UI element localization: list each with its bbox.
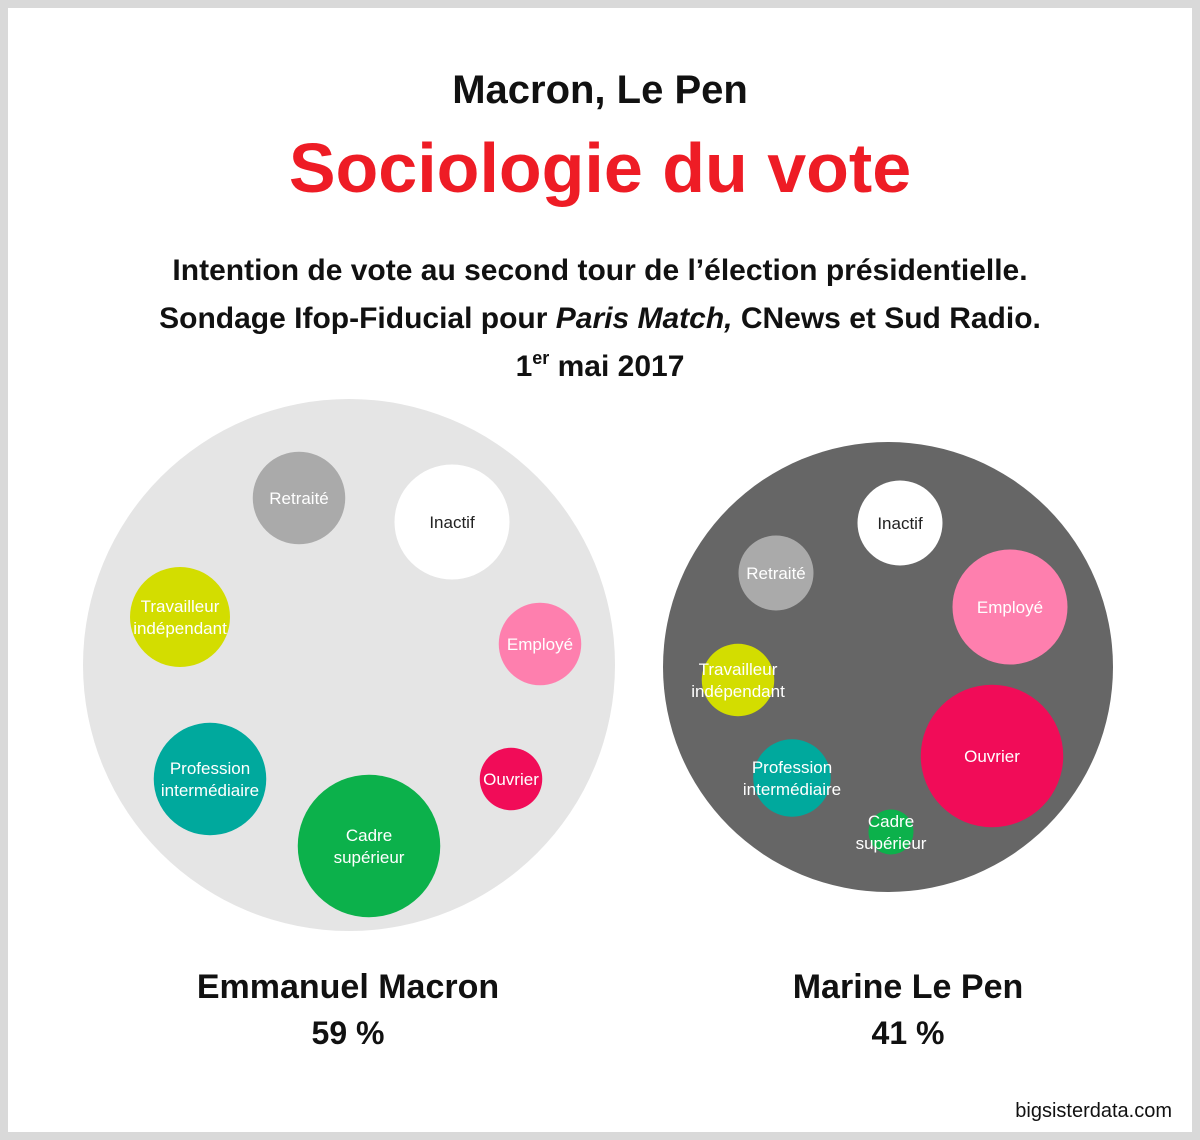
bubble-macron-travailleur-independant bbox=[130, 567, 230, 667]
bubble-label-lepen-travailleur-independant: Travailleur indépendant bbox=[691, 660, 785, 701]
candidate-macron-share: 59 % bbox=[311, 1015, 385, 1051]
subtitle-line-1: Intention de vote au second tour de l’él… bbox=[172, 254, 1028, 287]
bubble-lepen-profession-intermediaire bbox=[753, 739, 831, 817]
bubble-label-macron-employe: Employé bbox=[507, 635, 573, 654]
bubble-label-macron-profession-intermediaire: Profession intermédiaire bbox=[161, 759, 259, 800]
bubble-label-lepen-inactif: Inactif bbox=[877, 514, 923, 533]
bubble-label-lepen-ouvrier: Ouvrier bbox=[964, 747, 1020, 766]
bubble-macron-profession-intermediaire bbox=[153, 722, 267, 836]
bubble-lepen-ouvrier bbox=[920, 684, 1064, 828]
poll-date-day: 1 bbox=[515, 350, 533, 383]
supertitle: Macron, Le Pen bbox=[452, 68, 748, 112]
poll-date: 1er mai 2017 bbox=[0, 348, 1200, 384]
subtitle-publication: Paris Match, bbox=[555, 302, 733, 335]
bubble-label-lepen-cadre-superieur: Cadre supérieur bbox=[856, 812, 927, 853]
candidate-macron-name: Emmanuel Macron bbox=[196, 968, 500, 1006]
bubble-label-macron-retraite: Retraité bbox=[269, 489, 329, 508]
poll-date-rest: mai 2017 bbox=[549, 350, 685, 383]
bubble-macron-cadre-superieur bbox=[297, 774, 441, 918]
bubble-lepen-cadre-superieur bbox=[868, 809, 914, 855]
subtitle-line-2-end: CNews et Sud Radio. bbox=[732, 302, 1041, 335]
bubble-label-macron-inactif: Inactif bbox=[429, 513, 475, 532]
poll-date-ordinal: er bbox=[532, 348, 550, 368]
bubble-label-lepen-profession-intermediaire: Profession intermédiaire bbox=[743, 758, 841, 799]
candidate-lepen-share: 41 % bbox=[871, 1015, 945, 1051]
candidate-lepen-name: Marine Le Pen bbox=[792, 968, 1024, 1006]
bubble-lepen-employe bbox=[952, 549, 1068, 665]
bubble-lepen-retraite bbox=[738, 535, 814, 611]
candidate-macron: Emmanuel Macron 59 % bbox=[98, 968, 598, 1052]
bubble-macron-employe bbox=[498, 602, 582, 686]
subtitle-line-2: Sondage Ifop-Fiducial pour Paris Match, … bbox=[0, 302, 1200, 336]
bubble-label-macron-travailleur-independant: Travailleur indépendant bbox=[133, 597, 227, 638]
bubble-label-lepen-employe: Employé bbox=[977, 598, 1043, 617]
bubble-label-macron-ouvrier: Ouvrier bbox=[483, 770, 539, 789]
source-credit: bigsisterdata.com bbox=[1015, 1100, 1172, 1122]
bubble-label-macron-cadre-superieur: Cadre supérieur bbox=[334, 826, 405, 867]
candidate-lepen: Marine Le Pen 41 % bbox=[658, 968, 1158, 1052]
bubble-macron-retraite bbox=[252, 451, 346, 545]
subtitle-line-2-start: Sondage Ifop-Fiducial pour bbox=[159, 302, 556, 335]
bubble-lepen-inactif bbox=[857, 480, 943, 566]
bubble-lepen-travailleur-independant bbox=[701, 643, 775, 717]
page-title: Sociologie du vote bbox=[288, 129, 912, 207]
bubble-macron-inactif bbox=[394, 464, 510, 580]
bubble-label-lepen-retraite: Retraité bbox=[746, 564, 806, 583]
bubble-macron-ouvrier bbox=[479, 747, 543, 811]
